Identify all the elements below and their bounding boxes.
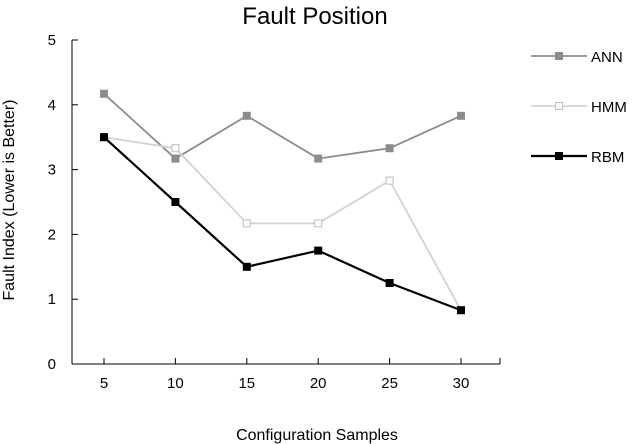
y-tick-label: 4	[48, 97, 56, 114]
legend: ANN HMM RBM	[531, 49, 627, 166]
x-tick-label: 30	[453, 375, 470, 392]
data-point-ann	[314, 154, 323, 163]
data-point-rbm	[100, 133, 108, 142]
data-point-hmm	[242, 219, 251, 228]
data-point-ann	[457, 111, 465, 120]
x-tick-label: 20	[310, 375, 327, 392]
data-point-ann	[385, 144, 394, 153]
y-tick-label: 0	[48, 356, 56, 373]
data-point-ann	[171, 154, 180, 163]
legend-label-ann: ANN	[591, 49, 623, 66]
x-tick-label: 25	[381, 375, 398, 392]
series-line-hmm	[103, 136, 462, 311]
data-point-rbm	[385, 279, 394, 287]
legend-label-hmm: HMM	[591, 99, 627, 116]
chart-title: Fault Position	[242, 3, 387, 30]
legend-item-ann: ANN	[531, 49, 623, 66]
y-tick-label: 3	[48, 162, 56, 179]
x-tick-label: 15	[238, 375, 255, 392]
series-layer	[100, 89, 465, 315]
y-tick-label: 5	[48, 32, 56, 49]
x-tick-label: 10	[167, 375, 184, 392]
legend-label-rbm: RBM	[591, 149, 624, 166]
data-point-hmm	[314, 219, 323, 228]
x-tick-label: 5	[100, 375, 108, 392]
axes: 0 1 2 3 4 5 5 10 15 20 25 30	[48, 32, 501, 392]
legend-marker-hmm	[555, 102, 563, 110]
y-tick-label: 2	[48, 226, 56, 243]
series-rbm	[100, 133, 465, 315]
y-axis-label: Fault Index (Lower is Better)	[1, 100, 18, 301]
data-point-ann	[100, 89, 108, 98]
data-point-hmm	[385, 176, 394, 185]
data-point-ann	[242, 111, 251, 120]
y-tick-label: 1	[48, 291, 56, 308]
data-point-hmm	[171, 144, 180, 153]
data-point-rbm	[314, 246, 323, 255]
series-line-ann	[103, 93, 462, 160]
legend-marker-ann	[555, 52, 563, 60]
legend-item-rbm: RBM	[531, 149, 624, 166]
legend-item-hmm: HMM	[531, 99, 627, 116]
series-line-rbm	[103, 136, 462, 312]
legend-marker-rbm	[555, 152, 563, 160]
series-ann	[100, 89, 465, 163]
series-hmm	[100, 133, 465, 315]
data-point-rbm	[457, 306, 465, 315]
data-point-rbm	[242, 262, 251, 271]
data-point-rbm	[171, 198, 180, 206]
x-axis-label: Configuration Samples	[236, 427, 398, 444]
